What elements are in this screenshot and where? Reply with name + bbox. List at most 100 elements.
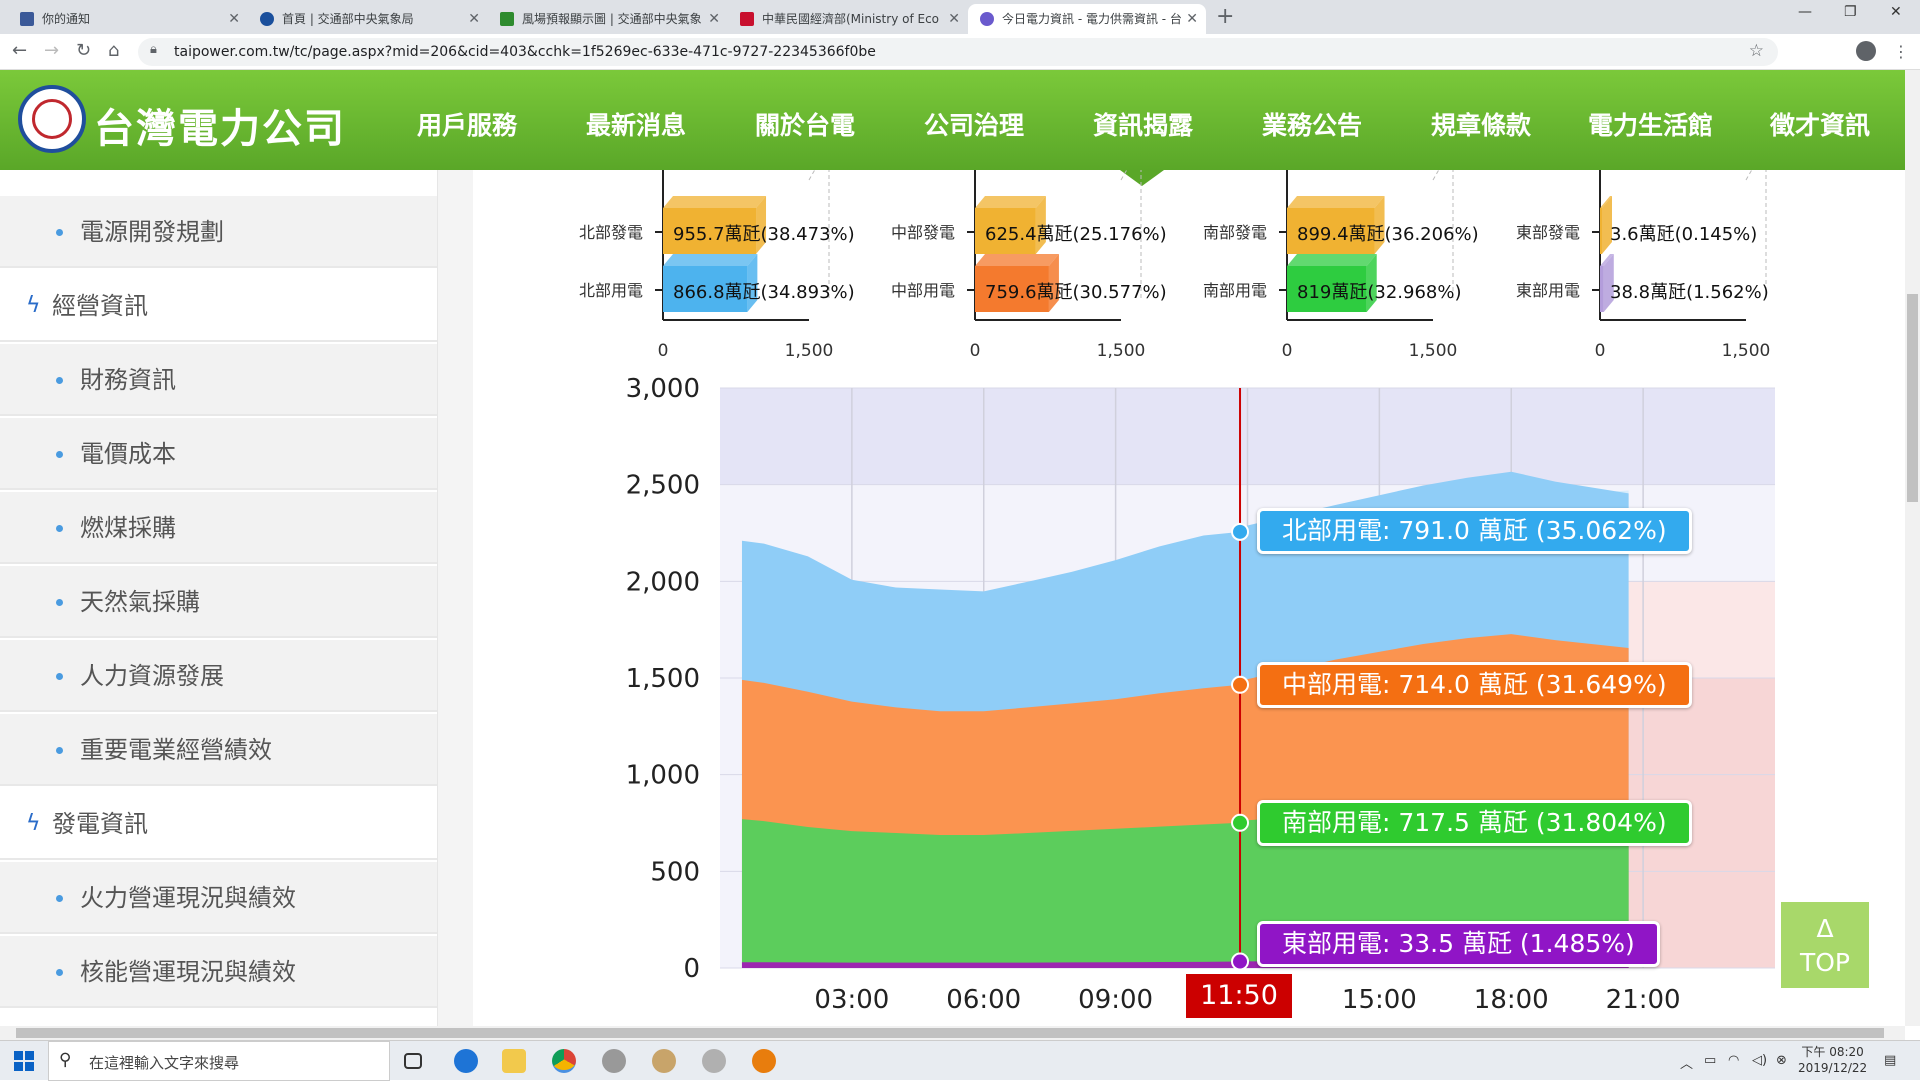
y-tick-label: 500 [650, 857, 700, 887]
bar [975, 208, 1036, 254]
forward-icon[interactable]: → [44, 40, 60, 61]
browser-tab[interactable]: 風場預報顯示圖 | 交通部中央氣象 ✕ [488, 4, 728, 34]
nav-item-about[interactable]: 關於台電 [755, 111, 856, 140]
tooltip-north: 北部用電: 791.0 萬瓩 (35.062%) [1257, 508, 1692, 554]
tray-chevron-icon[interactable]: ︿ [1680, 1057, 1694, 1072]
vertical-scroll-thumb[interactable] [1907, 294, 1918, 502]
bar-category-label: 南部發電 [1203, 223, 1267, 242]
bar-side-face [1035, 196, 1046, 254]
chrome-icon[interactable] [552, 1049, 576, 1073]
back-to-top-button[interactable]: Δ TOP [1781, 902, 1869, 988]
nav-item-careers[interactable]: 徵才資訊 [1770, 111, 1871, 140]
blender-icon[interactable] [752, 1049, 776, 1073]
sidebar-item-thermal[interactable]: 火力營運現況與績效 [0, 862, 437, 934]
horizontal-scroll-thumb[interactable] [16, 1028, 1884, 1038]
vertical-scrollbar[interactable] [1905, 70, 1920, 1026]
browser-menu-icon[interactable]: ⋮ [1893, 42, 1909, 61]
bar-chart-frame [1120, 170, 1142, 300]
nav-item-news[interactable]: 最新消息 [586, 111, 687, 140]
y-tick-label: 3,000 [626, 374, 700, 404]
bar-top-face [663, 196, 767, 208]
volume-icon[interactable]: ◁) [1752, 1053, 1768, 1068]
bar-data-label: 759.6萬瓩(30.577%) [985, 282, 1167, 303]
browser-tab[interactable]: 中華民國經濟部(Ministry of Eco ✕ [728, 4, 968, 34]
bar-data-label: 819萬瓩(32.968%) [1297, 282, 1462, 303]
reload-icon[interactable]: ↻ [76, 40, 92, 61]
url-text[interactable]: taipower.com.tw/tc/page.aspx?mid=206&cid… [174, 44, 876, 60]
browser-tab[interactable]: 你的通知 ✕ [8, 4, 248, 34]
sidebar-item-performance[interactable]: 重要電業經營績效 [0, 714, 437, 786]
bar-top-face [975, 196, 1046, 208]
bar [1600, 266, 1604, 312]
bar-category-label: 中部發電 [891, 223, 955, 242]
bar-data-label: 899.4萬瓩(36.206%) [1297, 224, 1479, 245]
eye-icon [260, 12, 274, 26]
bar-side-face [1374, 196, 1385, 254]
hover-point [1231, 675, 1250, 694]
new-tab-icon[interactable]: + [1216, 4, 1235, 29]
taskbar-search-input[interactable]: ⚲ 在這裡輸入文字來搜尋 [48, 1041, 390, 1081]
sidebar-item-power-dev-plan[interactable]: 電源開發規劃 [0, 196, 437, 268]
file-explorer-icon[interactable] [502, 1049, 526, 1073]
bar-category-label: 北部用電 [579, 281, 643, 300]
nav-item-disclosure[interactable]: 資訊揭露 [1093, 111, 1194, 140]
sidebar-category-operations[interactable]: ϟ 經營資訊 [0, 270, 437, 342]
nav-item-regulations[interactable]: 規章條款 [1431, 111, 1532, 140]
bar-data-label: 625.4萬瓩(25.176%) [985, 224, 1167, 245]
restore-icon[interactable]: ❐ [1844, 4, 1857, 20]
bar-data-label: 866.8萬瓩(34.893%) [673, 282, 855, 303]
back-icon[interactable]: ← [12, 40, 28, 61]
bar-side-face [747, 254, 758, 312]
nav-item-customer-service[interactable]: 用戶服務 [417, 111, 518, 140]
nav-item-announcements[interactable]: 業務公告 [1262, 111, 1363, 140]
sidebar-item-price-cost[interactable]: 電價成本 [0, 418, 437, 490]
ime-icon[interactable]: ⊗ [1776, 1053, 1787, 1068]
nav-item-governance[interactable]: 公司治理 [924, 111, 1025, 140]
bar-data-label: 955.7萬瓩(38.473%) [673, 224, 855, 245]
horizontal-scrollbar[interactable] [0, 1026, 1905, 1040]
close-tab-icon[interactable]: ✕ [228, 11, 240, 27]
browser-tab[interactable]: 首頁 | 交通部中央氣象局 ✕ [248, 4, 488, 34]
sidebar-item-finance[interactable]: 財務資訊 [0, 344, 437, 416]
site-logo-text[interactable]: 台灣電力公司 [94, 105, 346, 152]
app-icon[interactable] [652, 1049, 676, 1073]
clock-date: 2019/12/22 [1798, 1061, 1868, 1075]
minimize-icon[interactable]: — [1798, 4, 1812, 20]
bar [1287, 266, 1367, 312]
battery-icon[interactable]: ▭ [1704, 1053, 1717, 1068]
nav-item-life[interactable]: 電力生活館 [1588, 111, 1714, 140]
home-icon[interactable]: ⌂ [108, 40, 120, 61]
browser-tab-active[interactable]: 今日電力資訊 - 電力供需資訊 - 台 ✕ [968, 4, 1206, 34]
y-tick-label: 2,000 [626, 567, 700, 597]
sidebar-item-hr[interactable]: 人力資源發展 [0, 640, 437, 712]
app-icon[interactable] [702, 1049, 726, 1073]
close-tab-icon[interactable]: ✕ [468, 11, 480, 27]
top-label: TOP [1799, 948, 1851, 977]
bar-x-tick-label: 1,500 [1722, 341, 1771, 361]
map-icon [500, 12, 514, 26]
network-icon[interactable]: ◠ [1728, 1053, 1740, 1068]
windows-start-icon[interactable] [14, 1051, 34, 1071]
account-icon[interactable] [1856, 41, 1876, 61]
taskbar-clock[interactable]: 下午 08:20 2019/12/22 [1798, 1044, 1867, 1076]
url-bar[interactable]: 🔒︎ taipower.com.tw/tc/page.aspx?mid=206&… [138, 38, 1778, 66]
y-tick-label: 0 [683, 954, 700, 984]
bar-category-label: 北部發電 [579, 223, 643, 242]
notification-icon[interactable]: ▤ [1884, 1053, 1897, 1068]
app-icon[interactable] [602, 1049, 626, 1073]
bar-x-tick-label: 0 [1282, 341, 1293, 361]
taipower-logo-icon[interactable] [18, 85, 86, 153]
x-tick-label: 03:00 [814, 985, 889, 1015]
sidebar-item-gas[interactable]: 天然氣採購 [0, 566, 437, 638]
sidebar-item-coal[interactable]: 燃煤採購 [0, 492, 437, 564]
task-view-icon[interactable] [404, 1053, 422, 1069]
close-window-icon[interactable]: ✕ [1890, 4, 1902, 20]
sidebar-item-nuclear[interactable]: 核能營運現況與績效 [0, 936, 437, 1008]
edge-icon[interactable] [454, 1049, 478, 1073]
close-tab-icon[interactable]: ✕ [948, 11, 960, 27]
close-tab-icon[interactable]: ✕ [708, 11, 720, 27]
lightning-icon: ϟ [26, 811, 41, 836]
bookmark-star-icon[interactable]: ☆ [1748, 41, 1764, 61]
close-tab-icon[interactable]: ✕ [1186, 11, 1198, 27]
sidebar-category-generation[interactable]: ϟ 發電資訊 [0, 788, 437, 860]
